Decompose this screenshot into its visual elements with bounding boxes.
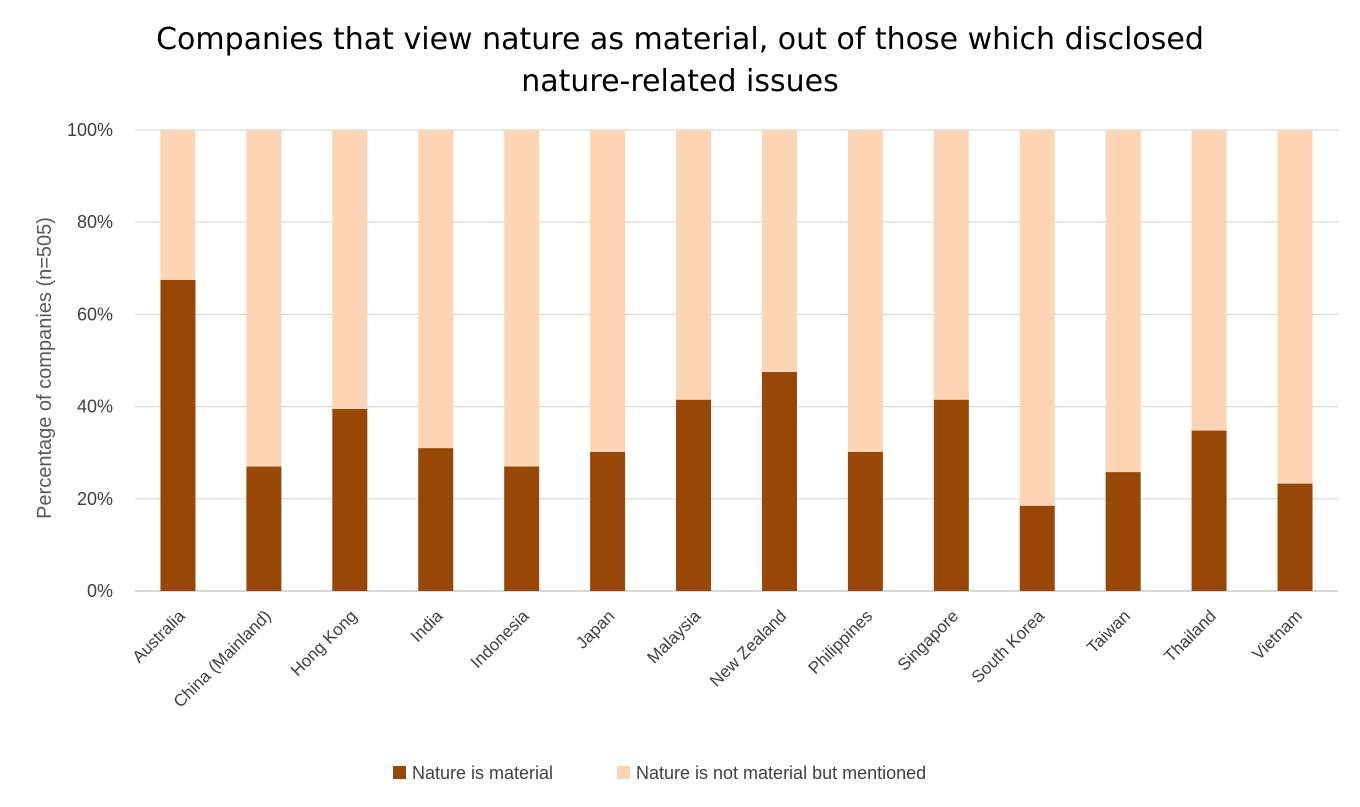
chart-title-line-1: Companies that view nature as material, … (156, 22, 1204, 57)
y-axis-label: Percentage of companies (n=505) (34, 217, 56, 519)
bar-segment-nature-material (1277, 483, 1313, 591)
y-tick-label: 0% (87, 581, 113, 601)
y-tick-label: 60% (77, 304, 113, 324)
x-tick-label: South Korea (968, 606, 1049, 687)
bar-segment-nature-material (246, 466, 282, 591)
x-tick-label: Philippines (805, 606, 877, 678)
x-tick-label: Indonesia (467, 606, 533, 672)
bar-segment-nature-not-material (590, 130, 626, 452)
bar-segment-nature-material (1105, 472, 1141, 591)
x-tick-label: Taiwan (1083, 606, 1134, 657)
x-tick-label: Malaysia (643, 606, 704, 667)
bar-segment-nature-material (847, 451, 883, 591)
bar-segment-nature-material (504, 466, 540, 591)
legend: Nature is material Nature is not material… (393, 763, 926, 783)
legend-swatch (393, 766, 406, 779)
y-tick-label: 40% (77, 397, 113, 417)
y-tick-label: 20% (77, 489, 113, 509)
bar-segment-nature-not-material (1019, 130, 1055, 506)
gridlines (135, 129, 1338, 592)
bar-segment-nature-material (1019, 505, 1055, 591)
bar-segment-nature-not-material (847, 130, 883, 452)
legend-swatch (617, 766, 630, 779)
bar-segment-nature-not-material (761, 130, 797, 373)
x-tick-label: Hong Kong (287, 606, 361, 680)
bar-segment-nature-not-material (676, 130, 712, 400)
bar-segment-nature-not-material (246, 130, 282, 467)
x-tick-label: India (407, 606, 447, 646)
bar-segment-nature-material (1191, 430, 1227, 591)
bar-segment-nature-material (761, 372, 797, 591)
x-tick-label: Australia (129, 606, 190, 667)
bar-segment-nature-material (933, 399, 969, 591)
x-tick-label: New Zealand (706, 606, 790, 690)
bar-segment-nature-not-material (1277, 130, 1313, 484)
bar-segment-nature-not-material (1191, 130, 1227, 431)
chart-title-line-2: nature-related issues (521, 64, 838, 99)
bars (160, 130, 1313, 591)
bar-segment-nature-material (332, 408, 368, 591)
bar-segment-nature-not-material (160, 130, 196, 280)
legend-label: Nature is not material but mentioned (636, 763, 926, 783)
bar-segment-nature-not-material (1105, 130, 1141, 473)
y-tick-label: 100% (67, 120, 113, 140)
x-tick-label: Japan (572, 606, 618, 652)
bar-segment-nature-material (676, 399, 712, 591)
bar-segment-nature-material (418, 448, 454, 591)
x-tick-label: Thailand (1160, 606, 1220, 666)
bar-segment-nature-not-material (418, 130, 454, 449)
bar-segment-nature-not-material (504, 130, 540, 467)
y-tick-label: 80% (77, 212, 113, 232)
y-axis-ticks: 0% 20% 40% 60% 80% 100% (67, 120, 113, 601)
legend-label: Nature is material (412, 763, 553, 783)
x-tick-label: Vietnam (1249, 606, 1306, 663)
bar-segment-nature-material (590, 451, 626, 591)
x-tick-label: Singapore (894, 606, 962, 674)
bar-segment-nature-material (160, 279, 196, 591)
bar-segment-nature-not-material (332, 130, 368, 409)
bar-segment-nature-not-material (933, 130, 969, 400)
